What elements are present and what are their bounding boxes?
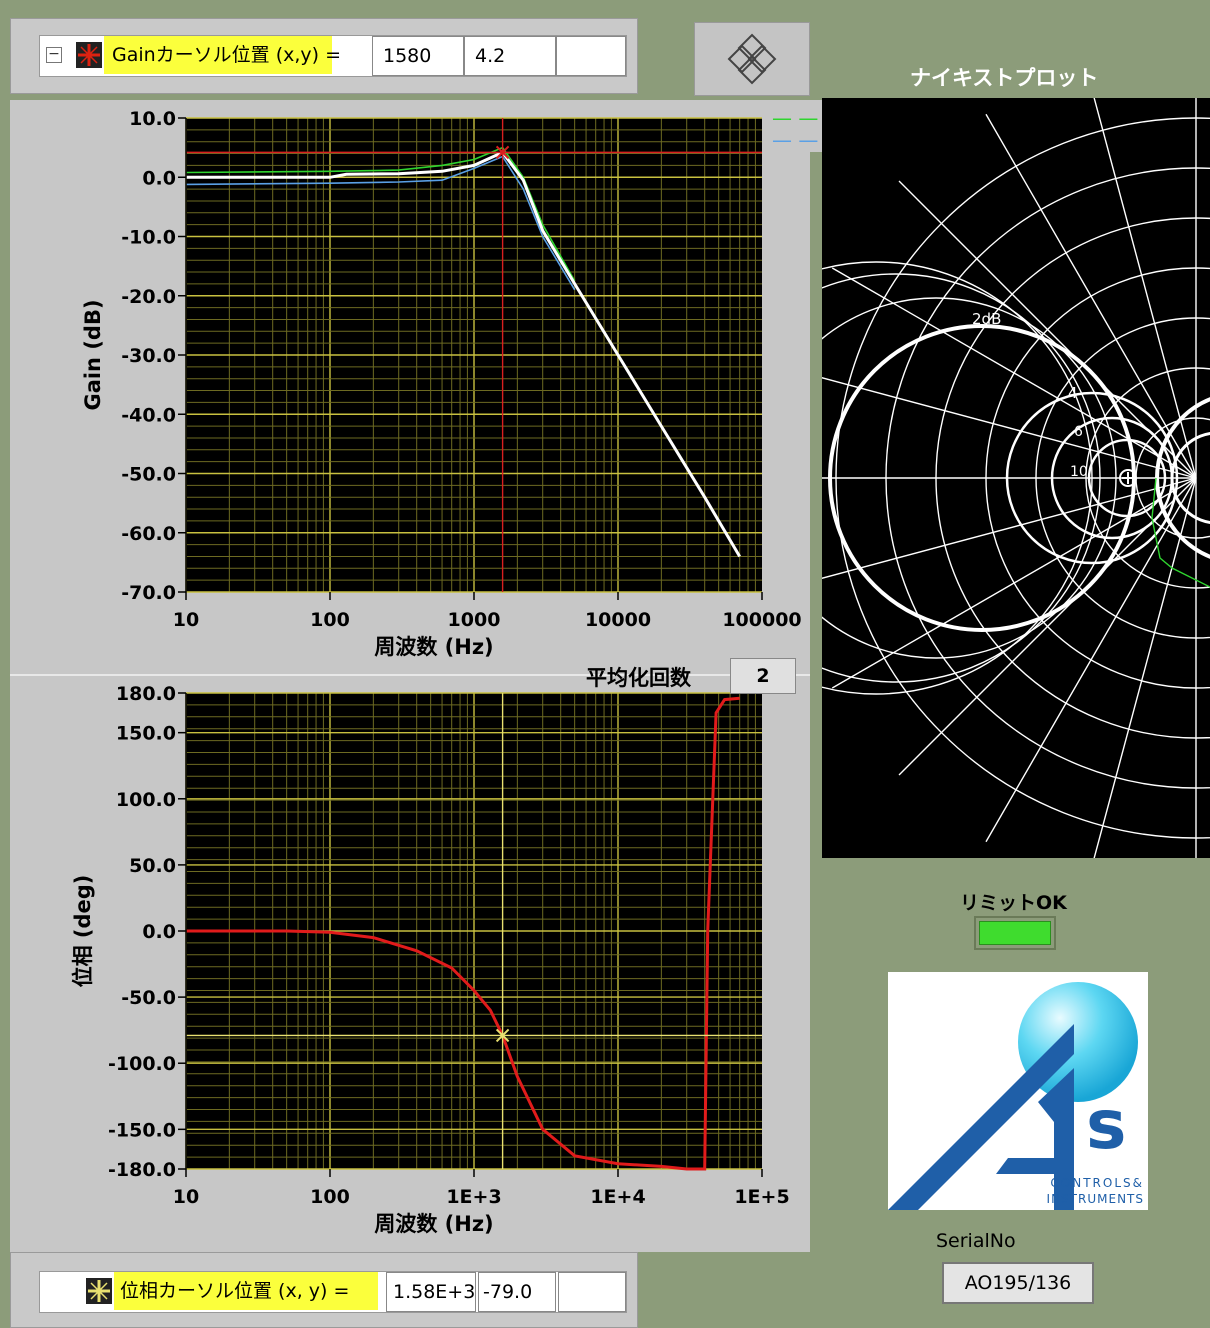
gain-chart[interactable]: 10.0 0.0 -10.0 -20.0 -30.0 -40.0 -50.0 -60.0 -70… [10,100,810,675]
nyquist-grid-radial [986,478,1196,842]
y-tick-label: 10.0 [129,108,176,130]
limit-ok-led [974,916,1056,950]
phase-cursor-y-field[interactable]: -79.0 [478,1272,556,1312]
y-tick-label: 150.0 [116,723,176,745]
y-tick-label: 100.0 [116,789,176,811]
gain-cursor-x-field[interactable]: 1580 [372,36,464,76]
y-tick-label: -40.0 [121,404,176,426]
svg-text:s: s [1086,1086,1126,1165]
y-tick-label: -50.0 [121,987,176,1009]
y-tick-label: -30.0 [121,345,176,367]
nyquist-label-2db: 2dB [972,310,1001,328]
x-tick-label: 1E+5 [734,1186,789,1208]
y-axis-title: Gain (dB) [81,299,105,410]
y-tick-label: 180.0 [116,683,176,705]
y-tick-label: -20.0 [121,286,176,308]
y-tick-label: -60.0 [121,523,176,545]
x-tick-label: 10 [173,1186,199,1208]
logo-text-2: INSTRUMENTS [1047,1192,1144,1206]
x-tick-label: 1000 [448,609,501,631]
serial-label: SerialNo [936,1230,1016,1252]
gain-cursor-extra-field[interactable] [556,36,626,76]
nyquist-grid-radial [986,114,1196,478]
x-tick-label: 100 [310,609,350,631]
y-tick-label: -50.0 [121,464,176,486]
cursor-move-button[interactable] [694,22,810,96]
gain-cursor-legend: − Gainカーソル位置 (x,y) = 1580 4.2 [39,35,627,77]
phase-cursor-legend: 位相カーソル位置 (x, y) = 1.58E+3 -79.0 [39,1271,627,1313]
x-tick-label: 100 [310,1186,350,1208]
y-tick-label: -10.0 [121,227,176,249]
y-tick-label: 0.0 [142,167,176,189]
nyquist-label-10: 10 [1070,464,1088,480]
x-axis-title: 周波数 (Hz) [374,635,493,659]
x-tick-label: 10 [173,609,199,631]
gain-cursor-bar: − Gainカーソル位置 (x,y) = 1580 4.2 [10,18,638,94]
nyquist-label-4: 4 [1068,384,1078,402]
phase-chart[interactable]: 180.0 150.0 100.0 50.0 0.0 -50.0 -100.0 -150.0 -… [10,675,810,1252]
phase-cursor-label: 位相カーソル位置 (x, y) = [114,1272,378,1310]
x-tick-label: 1E+3 [446,1186,501,1208]
x-tick-label: 100000 [722,609,801,631]
y-tick-label: -70.0 [121,582,176,604]
x-axis-title: 周波数 (Hz) [374,1212,493,1236]
cursor-marker-icon [86,1278,112,1304]
phase-cursor-x-field[interactable]: 1.58E+3 [386,1272,476,1312]
serial-field: AO195/136 [942,1262,1094,1304]
y-tick-label: -100.0 [108,1053,176,1075]
averaging-field[interactable]: 2 [730,658,796,694]
nyquist-plot[interactable]: 2dB 4 6 10 [822,98,1210,858]
y-tick-label: 0.0 [142,921,176,943]
y-tick-label: -150.0 [108,1119,176,1141]
limit-label: リミットOK [960,888,1067,915]
nyquist-title: ナイキストプロット [910,62,1098,92]
x-tick-label: 10000 [585,609,651,631]
diamond-arrows-icon [695,23,809,95]
y-axis-title: 位相 (deg) [71,875,95,988]
x-tick-label: 1E+4 [590,1186,645,1208]
logo-text-1: CONTROLS& [1050,1176,1144,1190]
y-tick-label: -180.0 [108,1159,176,1181]
nyquist-label-6: 6 [1074,424,1083,440]
gain-cursor-label: Gainカーソル位置 (x,y) = [104,36,332,74]
averaging-control: 平均化回数 2 [580,656,810,698]
phase-cursor-bar: 位相カーソル位置 (x, y) = 1.58E+3 -79.0 [10,1252,638,1328]
gain-cursor-y-field[interactable]: 4.2 [464,36,556,76]
company-logo: s CONTROLS& INSTRUMENTS [888,972,1148,1210]
phase-cursor-extra-field[interactable] [558,1272,626,1312]
cursor-marker-icon [76,42,102,68]
averaging-label: 平均化回数 [586,662,691,692]
collapse-icon[interactable]: − [46,47,62,63]
y-tick-label: 50.0 [129,855,176,877]
